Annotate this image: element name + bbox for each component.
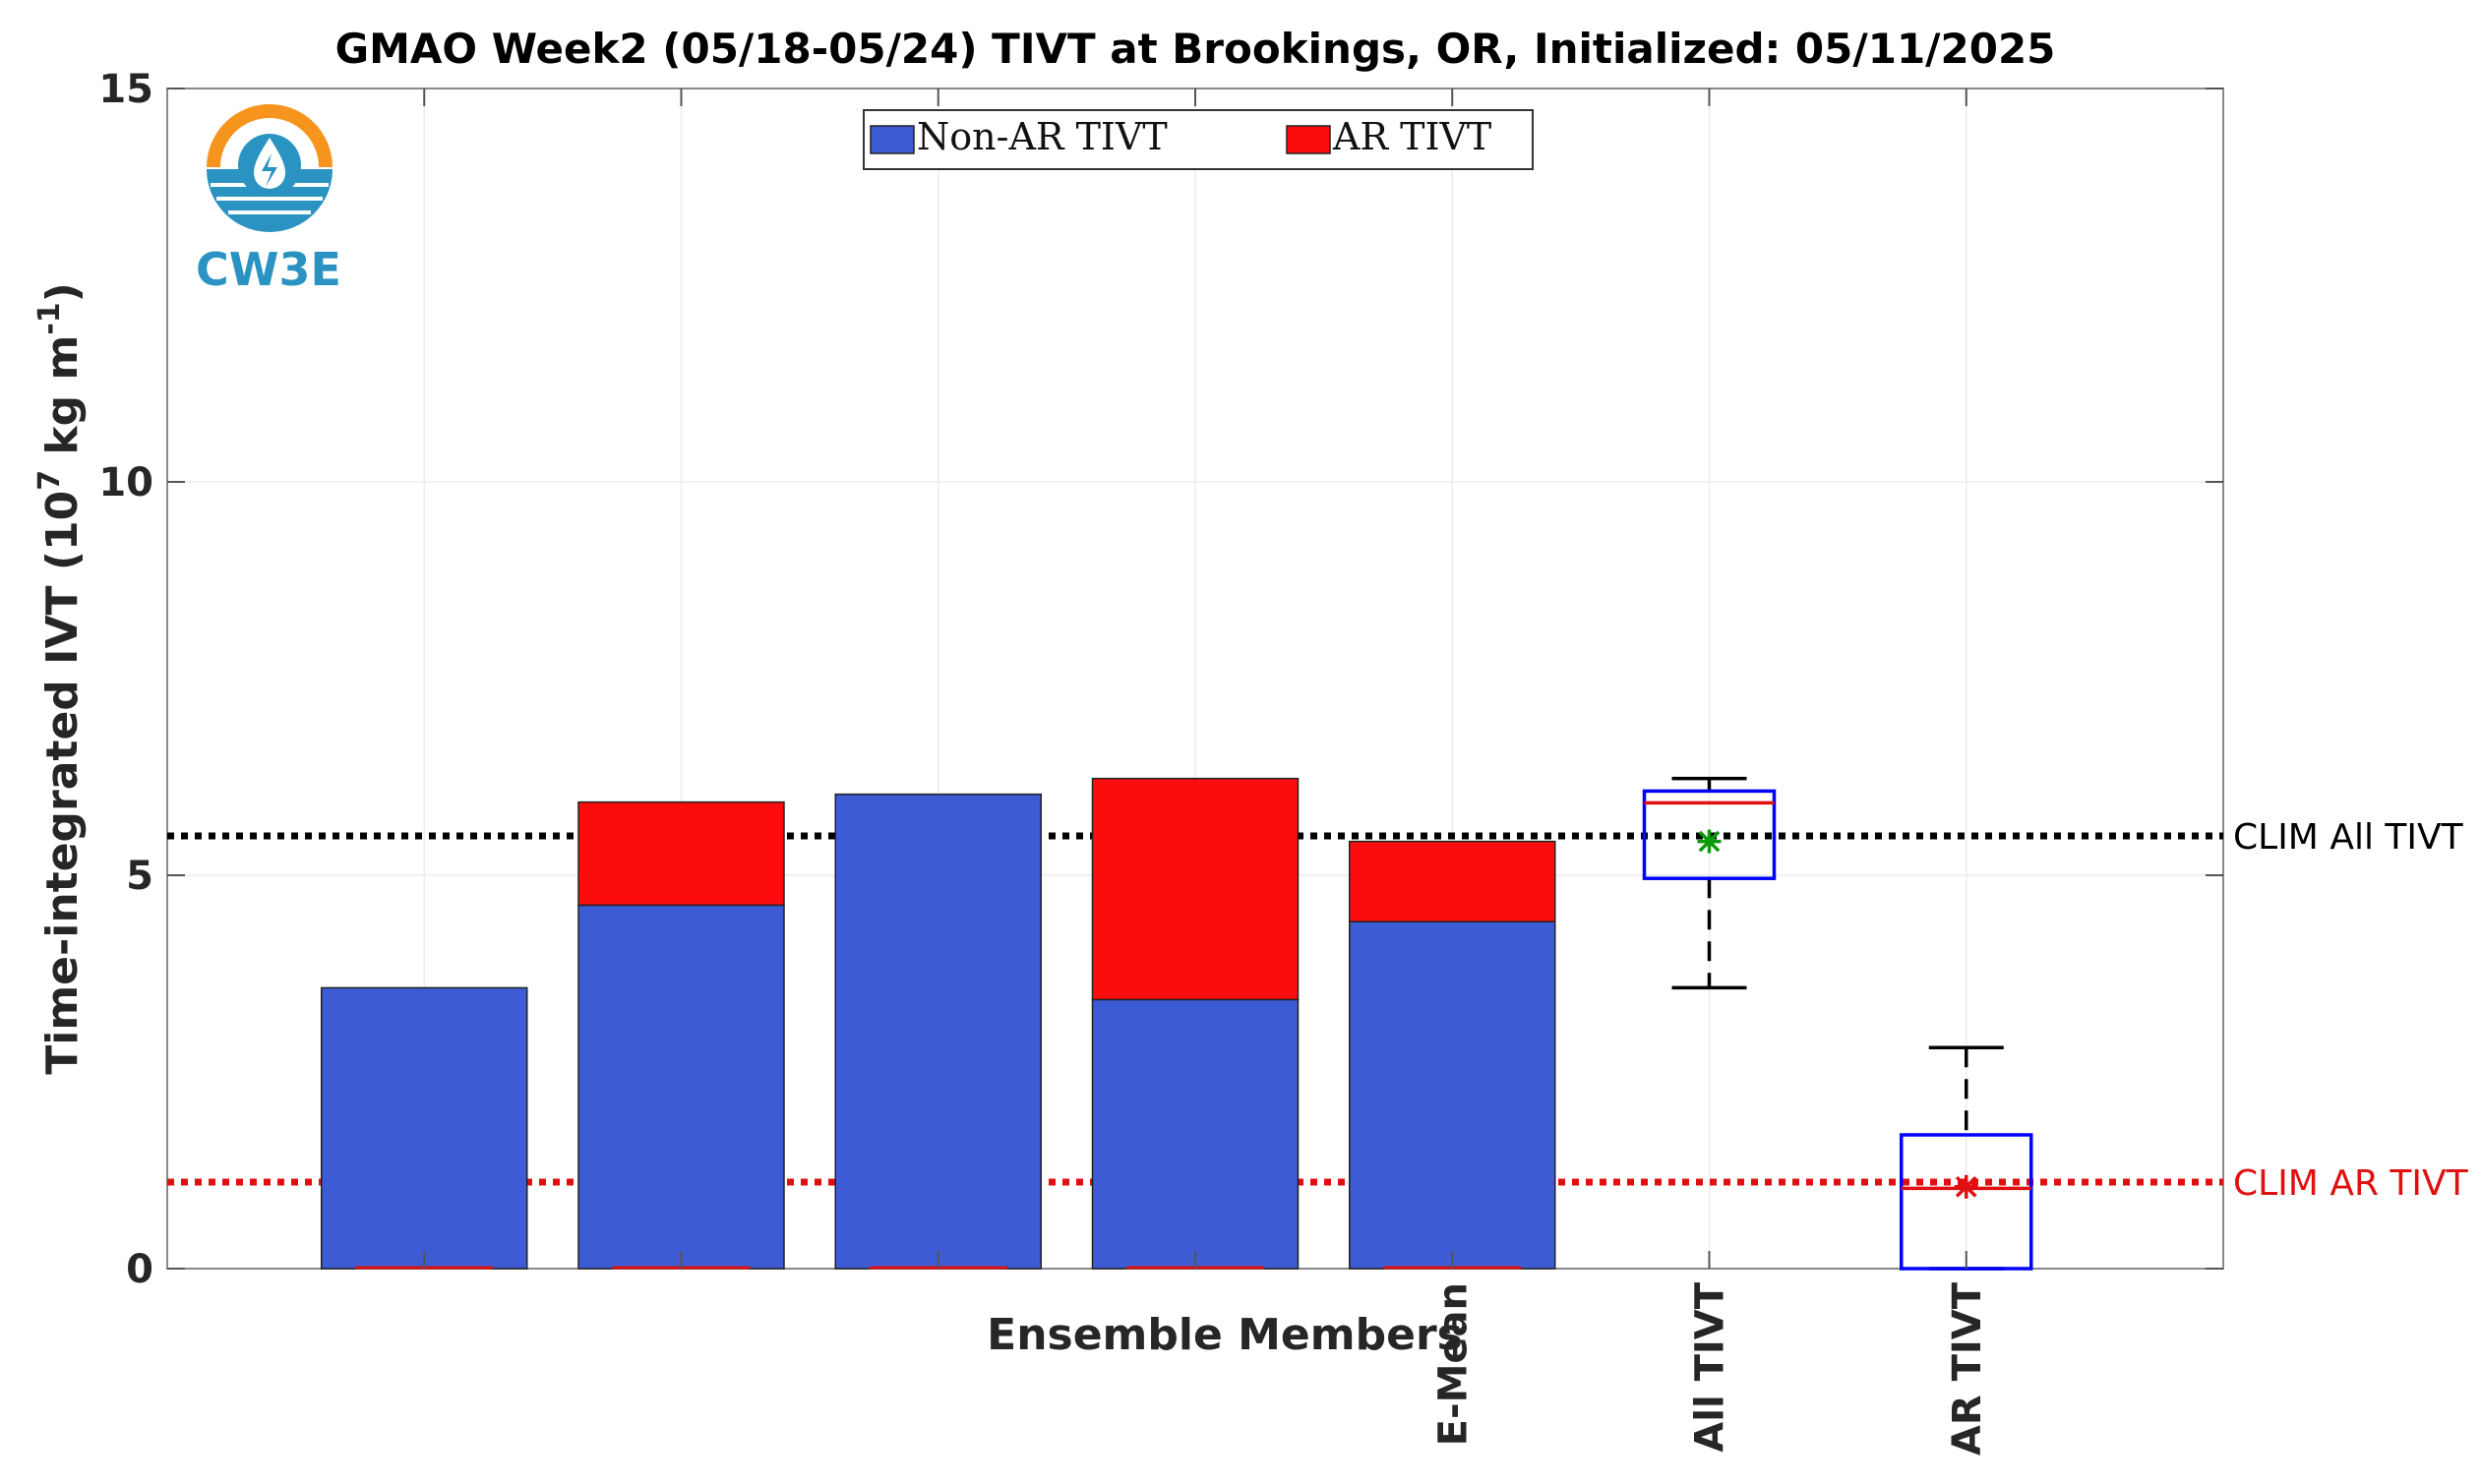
- logo-text: CW3E: [196, 243, 341, 296]
- bar-ar: [577, 801, 785, 907]
- box-mean-marker: [1954, 1174, 1978, 1199]
- bar-non-ar: [577, 904, 785, 1270]
- box-mean-marker: [1697, 829, 1722, 854]
- y-tick-label: 15: [98, 67, 153, 112]
- boxplot-layer: [1642, 776, 2033, 1271]
- reference-line-label: CLIM All TIVT: [2233, 817, 2464, 858]
- bar-ar: [1349, 840, 1556, 922]
- x-tick-label: AR TIVT: [1945, 1281, 1990, 1455]
- reference-line-label: CLIM AR TIVT: [2233, 1163, 2469, 1204]
- mean-stroke: [1955, 1175, 1977, 1198]
- x-tick-label: All TIVT: [1688, 1281, 1733, 1452]
- bar-non-ar: [834, 793, 1042, 1270]
- bar-layer: [321, 777, 1556, 1270]
- legend-label-non-ar: Non-AR TIVT: [917, 115, 1168, 158]
- box-iqr: [1642, 789, 1777, 880]
- logo-bolt-icon: [262, 153, 277, 187]
- y-tick-label: 0: [126, 1247, 153, 1292]
- logo-wave-line: [216, 197, 323, 201]
- logo-wave-line: [228, 210, 311, 214]
- legend: Non-AR TIVT AR TIVT: [863, 109, 1534, 170]
- x-axis-label: Ensemble Members: [987, 1310, 1463, 1360]
- x-tick-label: E-Mean: [1430, 1282, 1476, 1446]
- logo-drop-icon: [254, 138, 285, 189]
- bar-non-ar: [1349, 920, 1556, 1270]
- bar-non-ar: [1091, 998, 1300, 1270]
- legend-swatch-ar: [1286, 125, 1331, 154]
- bar-non-ar: [321, 986, 528, 1270]
- y-axis-label: Time-integrated IVT (107 kg m-1): [32, 282, 88, 1075]
- legend-box: [863, 109, 1534, 170]
- chart-title: GMAO Week2 (05/18-05/24) TIVT at Brookin…: [335, 25, 2056, 73]
- reference-lines: CLIM All TIVT CLIM AR TIVT: [167, 817, 2469, 1204]
- legend-swatch-non-ar: [870, 125, 915, 154]
- y-tick-label: 10: [98, 460, 153, 505]
- y-tick-label: 5: [126, 854, 153, 899]
- legend-label-ar: AR TIVT: [1332, 115, 1491, 158]
- mean-stroke: [1698, 830, 1721, 853]
- cw3e-logo: CW3E: [196, 104, 341, 296]
- tick-layer: 0 5 10 15 E-Mean All TIVT AR TIVT: [98, 67, 2223, 1455]
- bar-ar: [1091, 777, 1300, 1001]
